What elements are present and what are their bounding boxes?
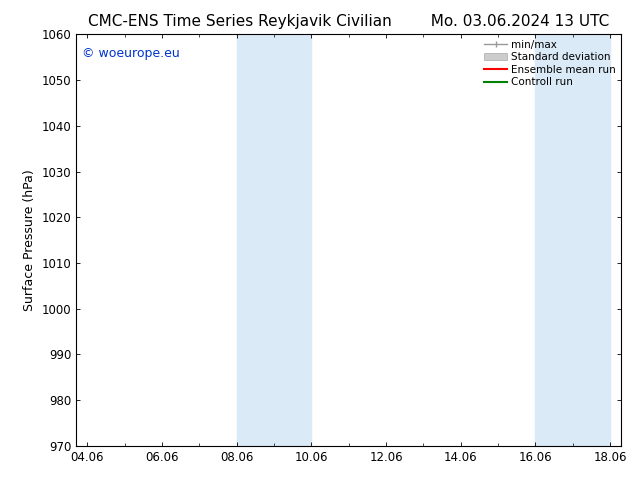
Bar <box>573 34 610 446</box>
Bar <box>536 34 573 446</box>
Bar <box>236 34 274 446</box>
Bar <box>274 34 311 446</box>
Y-axis label: Surface Pressure (hPa): Surface Pressure (hPa) <box>23 169 36 311</box>
Text: © woeurope.eu: © woeurope.eu <box>82 47 179 60</box>
Title: CMC-ENS Time Series Reykjavik Civilian        Mo. 03.06.2024 13 UTC: CMC-ENS Time Series Reykjavik Civilian M… <box>88 14 609 29</box>
Legend: min/max, Standard deviation, Ensemble mean run, Controll run: min/max, Standard deviation, Ensemble me… <box>481 36 619 91</box>
